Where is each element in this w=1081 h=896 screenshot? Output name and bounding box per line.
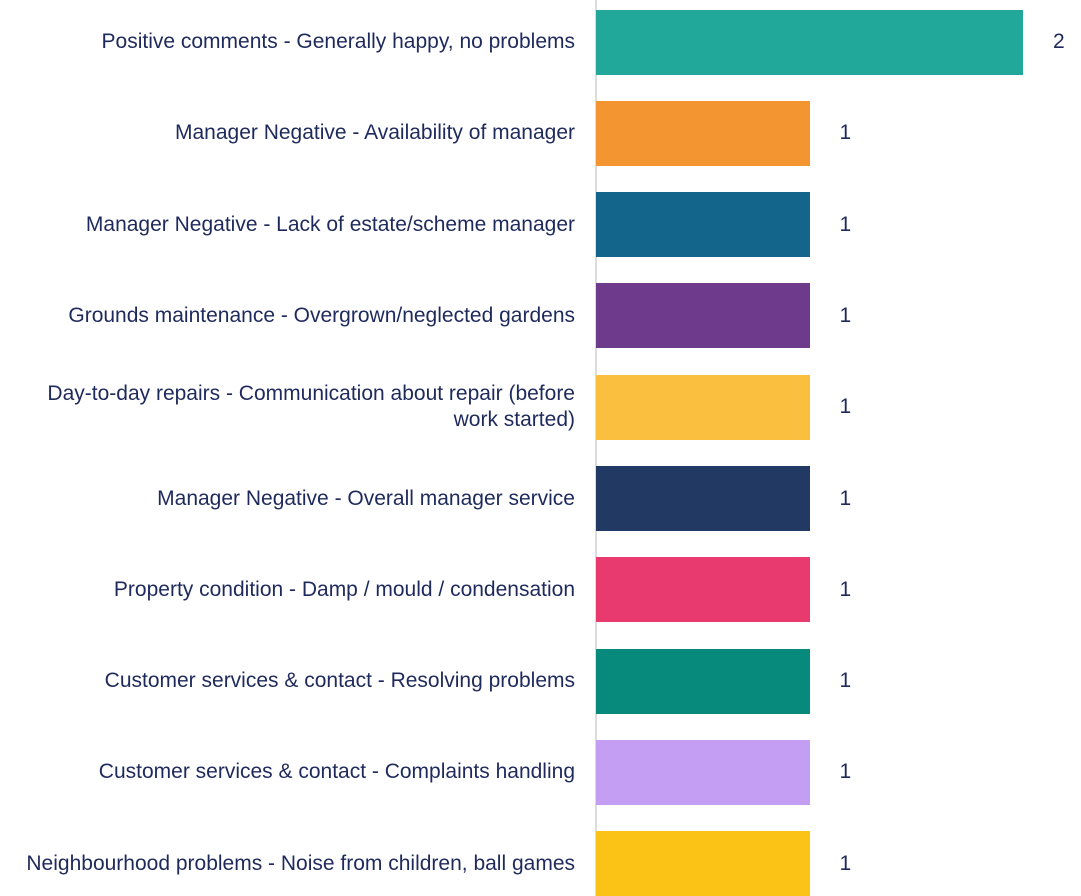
category-label: Manager Negative - Availability of manag… bbox=[175, 121, 575, 145]
bar bbox=[596, 9, 1023, 75]
value-label: 1 bbox=[839, 303, 852, 327]
bar bbox=[596, 466, 810, 531]
value-label: 1 bbox=[839, 121, 852, 145]
value-label: 1 bbox=[839, 577, 852, 601]
value-label: 1 bbox=[839, 486, 852, 510]
category-label: Day-to-day repairs - Communication about… bbox=[47, 382, 575, 432]
bar bbox=[596, 831, 810, 896]
bar bbox=[596, 557, 810, 623]
value-label: 1 bbox=[839, 760, 852, 784]
value-label: 1 bbox=[839, 851, 852, 875]
bar bbox=[596, 100, 810, 166]
bar bbox=[596, 648, 810, 714]
bar bbox=[596, 374, 810, 440]
value-label: 1 bbox=[839, 212, 852, 236]
category-label: Property condition - Damp / mould / cond… bbox=[113, 577, 575, 601]
category-label: Positive comments - Generally happy, no … bbox=[101, 30, 575, 53]
category-label: Customer services & contact - Resolving … bbox=[104, 669, 575, 693]
value-label: 1 bbox=[839, 669, 852, 693]
bar bbox=[596, 739, 810, 805]
axis-line bbox=[595, 0, 597, 896]
category-label: Manager Negative - Overall manager servi… bbox=[157, 486, 575, 510]
bar bbox=[596, 192, 810, 258]
category-label: Grounds maintenance - Overgrown/neglecte… bbox=[68, 303, 575, 327]
category-label: Neighbourhood problems - Noise from chil… bbox=[26, 851, 575, 875]
bar bbox=[596, 283, 810, 349]
value-label: 1 bbox=[839, 395, 852, 419]
category-label: Customer services & contact - Complaints… bbox=[98, 760, 575, 784]
value-label: 2 bbox=[1053, 30, 1065, 53]
category-label: Manager Negative - Lack of estate/scheme… bbox=[85, 212, 575, 236]
